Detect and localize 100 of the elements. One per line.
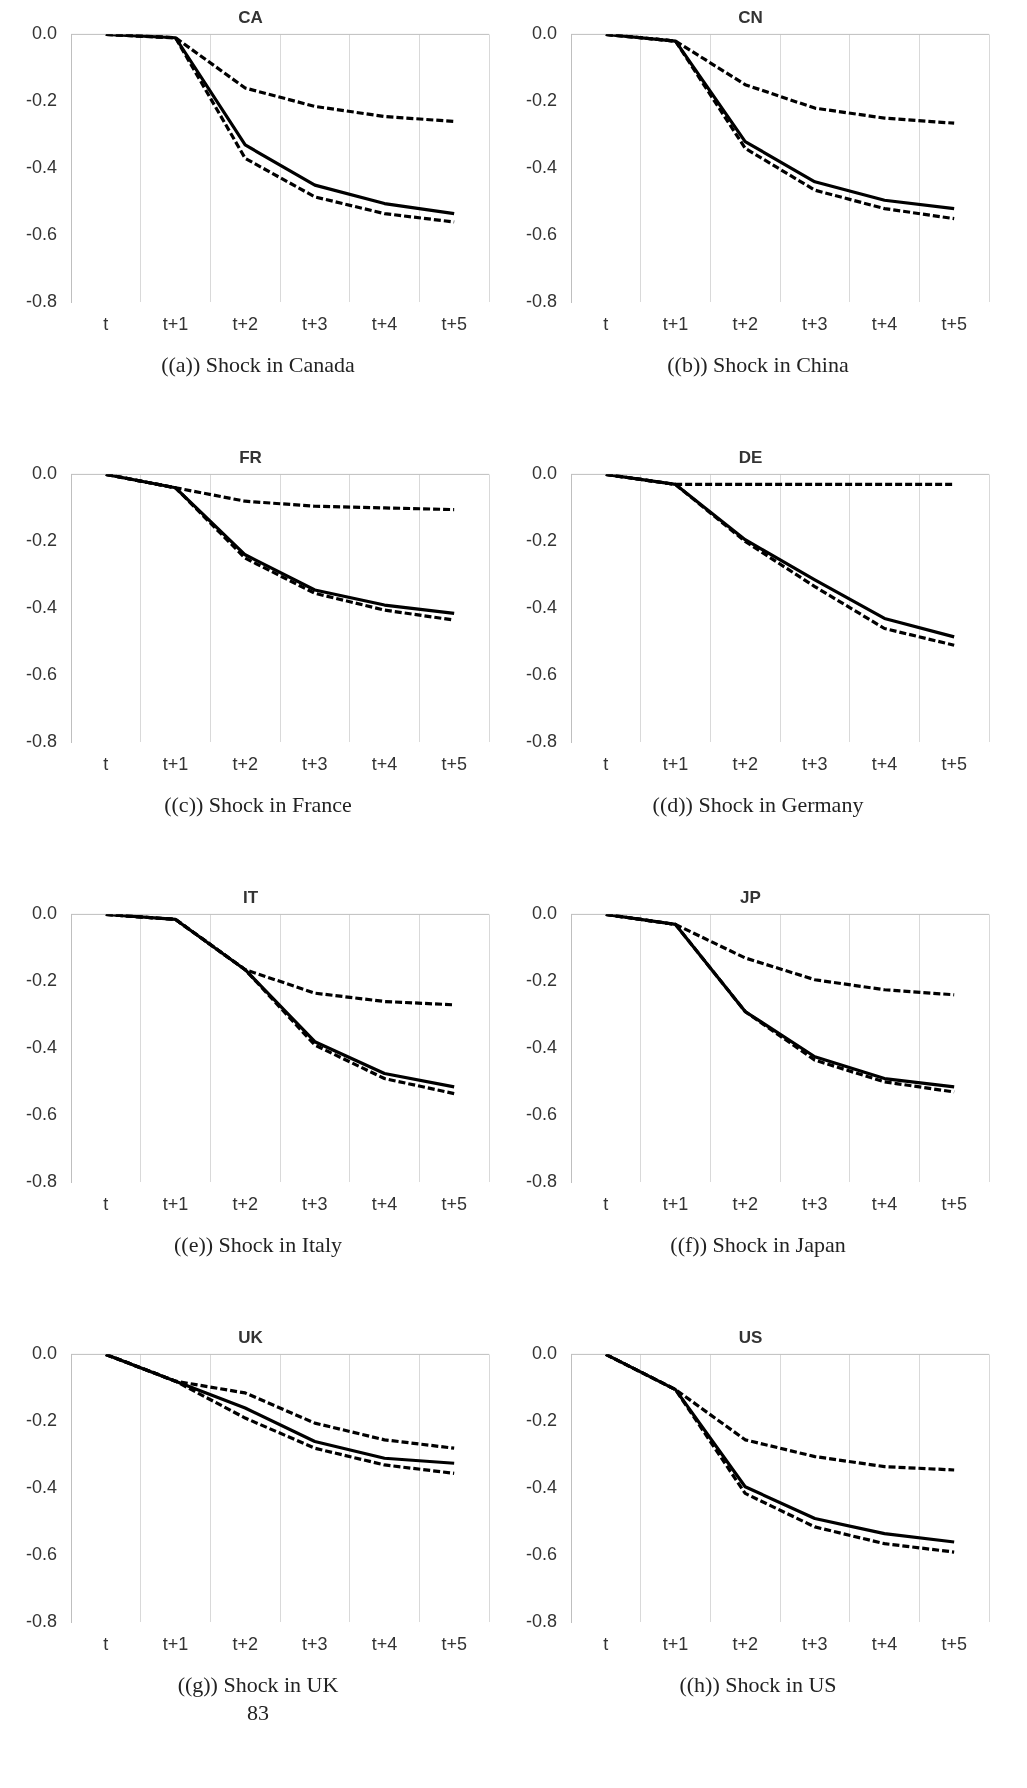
text: ((d)) Shock in Germany [651, 792, 865, 818]
y-tick-label: 0.0 [531, 23, 558, 44]
text: ((b)) Shock in China [666, 352, 850, 378]
x-tick-label: t+3 [302, 754, 328, 775]
y-tick-label: -0.2 [525, 90, 558, 111]
x-tick-label: t+1 [162, 1194, 189, 1215]
y-tick-label: -0.4 [525, 157, 558, 178]
x-tick-label: t+4 [371, 1194, 398, 1215]
y-tick-label: 0.0 [31, 23, 58, 44]
x-tick-label: t+5 [941, 1194, 967, 1215]
chart-title: US [738, 1327, 763, 1347]
y-tick-label: -0.2 [525, 970, 558, 991]
y-tick-label: -0.4 [525, 597, 558, 618]
y-tick-label: 0.0 [31, 903, 58, 924]
x-tick-label: t+4 [871, 314, 898, 335]
chart-title: DE [738, 447, 763, 467]
x-tick-label: t [603, 754, 609, 775]
y-tick-label: -0.2 [25, 90, 58, 111]
chart-title: IT [242, 887, 259, 907]
x-tick-label: t+2 [232, 754, 258, 775]
x-tick-label: t [603, 1634, 609, 1655]
text: ((e)) Shock in Italy [173, 1232, 343, 1258]
y-tick-label: -0.4 [525, 1037, 558, 1058]
x-tick-label: t [103, 754, 109, 775]
x-tick-label: t+4 [371, 314, 398, 335]
x-tick-label: t+1 [162, 314, 189, 335]
x-tick-label: t+5 [941, 314, 967, 335]
text: 83 [246, 1700, 270, 1726]
x-tick-label: t+2 [732, 1194, 758, 1215]
y-tick-label: -0.2 [25, 1410, 58, 1431]
y-tick-label: 0.0 [531, 1343, 558, 1364]
x-tick-label: t [103, 1194, 109, 1215]
x-tick-label: t+3 [802, 1194, 828, 1215]
x-tick-label: t+4 [871, 754, 898, 775]
y-tick-label: -0.8 [25, 731, 58, 752]
text: ((c)) Shock in France [163, 792, 353, 818]
y-tick-label: -0.6 [25, 664, 58, 685]
chart-title: JP [740, 887, 761, 907]
x-tick-label: t+2 [732, 314, 758, 335]
y-tick-label: -0.8 [25, 1611, 58, 1632]
x-tick-label: t+4 [371, 1634, 398, 1655]
x-tick-label: t+1 [162, 754, 189, 775]
y-tick-label: -0.8 [525, 1171, 558, 1192]
x-tick-label: t [603, 1194, 609, 1215]
y-tick-label: -0.6 [525, 1544, 558, 1565]
y-tick-label: -0.6 [25, 1104, 58, 1125]
y-tick-label: -0.8 [525, 291, 558, 312]
chart-title: CA [238, 7, 263, 27]
x-tick-label: t+1 [662, 1194, 689, 1215]
x-tick-label: t+2 [732, 1634, 758, 1655]
x-tick-label: t+4 [871, 1634, 898, 1655]
x-tick-label: t+1 [162, 1634, 189, 1655]
x-tick-label: t+1 [662, 1634, 689, 1655]
x-tick-label: t+3 [302, 1194, 328, 1215]
y-tick-label: -0.6 [525, 1104, 558, 1125]
x-tick-label: t+5 [441, 1194, 467, 1215]
y-tick-label: 0.0 [31, 1343, 58, 1364]
y-tick-label: -0.4 [25, 157, 58, 178]
y-tick-label: -0.8 [25, 291, 58, 312]
x-tick-label: t+2 [232, 1634, 258, 1655]
text: ((h)) Shock in US [678, 1672, 838, 1698]
y-tick-label: -0.2 [525, 530, 558, 551]
x-tick-label: t+5 [441, 1634, 467, 1655]
text: ((f)) Shock in Japan [669, 1232, 847, 1258]
x-tick-label: t+5 [441, 754, 467, 775]
y-tick-label: -0.4 [25, 1477, 58, 1498]
y-tick-label: -0.6 [25, 224, 58, 245]
x-tick-label: t+5 [441, 314, 467, 335]
y-tick-label: -0.4 [525, 1477, 558, 1498]
text: ((g)) Shock in UK [176, 1672, 340, 1698]
x-tick-label: t+3 [802, 1634, 828, 1655]
x-tick-label: t+2 [232, 314, 258, 335]
y-tick-label: -0.8 [525, 1611, 558, 1632]
text: ((a)) Shock in Canada [160, 352, 356, 378]
y-tick-label: -0.6 [525, 224, 558, 245]
x-tick-label: t+4 [871, 1194, 898, 1215]
y-tick-label: -0.2 [25, 970, 58, 991]
x-tick-label: t [103, 314, 109, 335]
x-tick-label: t+1 [662, 314, 689, 335]
y-tick-label: -0.6 [25, 1544, 58, 1565]
y-tick-label: -0.8 [25, 1171, 58, 1192]
x-tick-label: t+3 [802, 754, 828, 775]
x-tick-label: t+5 [941, 1634, 967, 1655]
y-tick-label: -0.4 [25, 597, 58, 618]
y-tick-label: 0.0 [31, 463, 58, 484]
x-tick-label: t+5 [941, 754, 967, 775]
x-tick-label: t+2 [232, 1194, 258, 1215]
y-tick-label: -0.4 [25, 1037, 58, 1058]
y-tick-label: -0.2 [525, 1410, 558, 1431]
x-tick-label: t+3 [302, 314, 328, 335]
y-tick-label: -0.8 [525, 731, 558, 752]
chart-title: FR [239, 447, 262, 467]
y-tick-label: -0.2 [25, 530, 58, 551]
x-tick-label: t+3 [302, 1634, 328, 1655]
chart-title: CN [738, 7, 763, 27]
y-tick-label: 0.0 [531, 463, 558, 484]
x-tick-label: t+3 [802, 314, 828, 335]
x-tick-label: t [603, 314, 609, 335]
y-tick-label: 0.0 [531, 903, 558, 924]
x-tick-label: t [103, 1634, 109, 1655]
